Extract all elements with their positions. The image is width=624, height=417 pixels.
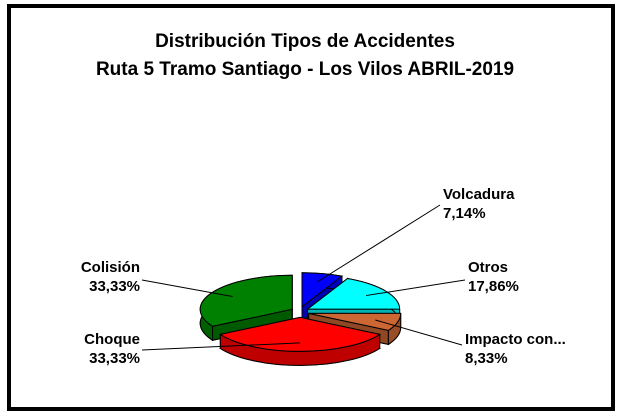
slice-label: Otros [468,259,508,276]
leader-line [375,319,463,346]
slice-value-label: 33,33% [89,278,140,295]
slice-value-label: 7,14% [443,205,486,222]
leader-line [141,279,233,298]
leader-line [317,204,441,283]
slice-value-label: 17,86% [468,278,519,295]
slice-label: Volcadura [443,186,515,203]
leader-line [141,342,301,351]
slice-value-label: 8,33% [465,350,508,367]
pie-slice [219,316,381,366]
slice-label: Colisión [81,259,140,276]
slice-top [306,277,401,310]
slice-top [308,312,402,331]
slice-value-label: 33,33% [89,350,140,367]
slice-top [219,316,381,352]
slice-top [301,272,344,308]
leader-line [365,279,466,297]
chart-subtitle: Ruta 5 Tramo Santiago - Los Vilos ABRIL-… [96,59,514,80]
slice-top [199,274,293,327]
slice-label: Choque [84,331,140,348]
slice-label: Impacto con... [465,331,566,348]
chart-title: Distribución Tipos de Accidentes [155,31,455,52]
